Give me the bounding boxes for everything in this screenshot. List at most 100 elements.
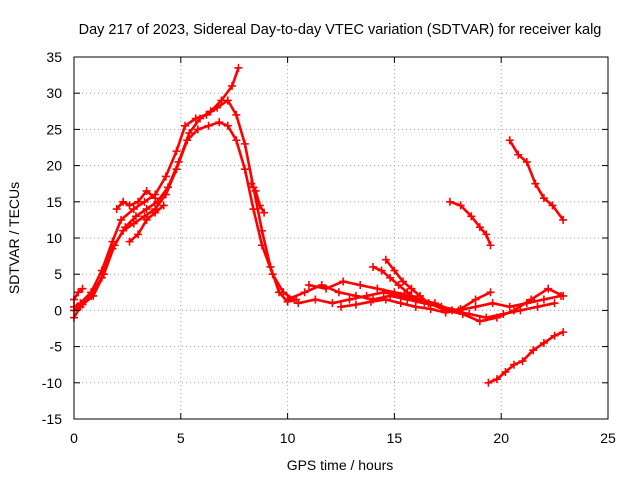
- data-point: [119, 226, 128, 235]
- data-point: [125, 237, 134, 246]
- data-point: [386, 273, 395, 282]
- data-point: [505, 302, 514, 311]
- data-point: [279, 288, 288, 297]
- data-point: [142, 205, 151, 214]
- data-point: [510, 360, 519, 369]
- data-point: [539, 194, 548, 203]
- data-point: [527, 295, 536, 304]
- data-point: [129, 205, 138, 214]
- data-point: [217, 96, 226, 105]
- chart-title: Day 217 of 2023, Sidereal Day-to-day VTE…: [79, 22, 602, 38]
- data-point: [369, 262, 378, 271]
- data-point: [204, 121, 213, 130]
- y-tick-labels: -15 -10 -5 0 5 10 15 20 25 30 35: [42, 49, 62, 427]
- data-point: [486, 288, 495, 297]
- data-point: [74, 288, 83, 297]
- data-point: [116, 215, 125, 224]
- data-point: [240, 139, 249, 148]
- data-point: [398, 277, 407, 286]
- x-tick-label: 0: [70, 430, 78, 446]
- data-point: [181, 121, 190, 130]
- data-point: [193, 125, 202, 134]
- data-point: [172, 147, 181, 156]
- x-tick-label: 20: [493, 430, 509, 446]
- data-point: [234, 63, 243, 72]
- data-point: [151, 194, 160, 203]
- data-point: [559, 215, 568, 224]
- series-track-10: [304, 277, 568, 326]
- data-point: [475, 223, 484, 232]
- data-point: [131, 212, 140, 221]
- data-point: [142, 215, 151, 224]
- data-point: [484, 378, 493, 387]
- series-track-15: [505, 136, 568, 224]
- series-line: [384, 258, 430, 305]
- data-series: [70, 63, 568, 387]
- y-tick-label: -10: [42, 375, 62, 391]
- data-point: [322, 284, 331, 293]
- data-point: [108, 244, 117, 253]
- series-track-7: [247, 179, 269, 217]
- data-point: [471, 295, 480, 304]
- data-point: [550, 331, 559, 340]
- data-point: [87, 291, 96, 300]
- data-point: [550, 299, 559, 308]
- data-point: [356, 281, 365, 290]
- y-tick-label: 35: [46, 49, 62, 65]
- data-point: [458, 310, 467, 319]
- data-point: [411, 302, 420, 311]
- data-point: [529, 346, 538, 355]
- series-line: [307, 280, 565, 323]
- data-point: [471, 302, 480, 311]
- y-tick-label: 15: [46, 194, 62, 210]
- series-line: [250, 182, 266, 214]
- y-tick-label: 20: [46, 158, 62, 174]
- data-point: [172, 165, 181, 174]
- data-point: [482, 230, 491, 239]
- data-point: [255, 201, 264, 210]
- x-tick-label: 10: [280, 430, 296, 446]
- data-point: [76, 302, 85, 311]
- data-point: [366, 297, 375, 306]
- data-point: [456, 304, 465, 313]
- data-point: [134, 197, 143, 206]
- data-point: [486, 241, 495, 250]
- data-point: [416, 291, 425, 300]
- data-point: [240, 165, 249, 174]
- data-point: [381, 295, 390, 304]
- data-point: [247, 179, 256, 188]
- data-point: [544, 284, 553, 293]
- data-point: [407, 284, 416, 293]
- series-track-14: [445, 197, 495, 250]
- data-point: [377, 266, 386, 275]
- data-point: [300, 288, 309, 297]
- data-point: [445, 197, 454, 206]
- data-point: [390, 266, 399, 275]
- data-point: [185, 129, 194, 138]
- data-point: [559, 328, 568, 337]
- data-point: [112, 205, 121, 214]
- data-point: [228, 81, 237, 90]
- data-point: [129, 219, 138, 228]
- data-point: [373, 284, 382, 293]
- data-point: [294, 299, 303, 308]
- y-tick-label: 10: [46, 230, 62, 246]
- y-tick-label: 5: [54, 266, 62, 282]
- x-tick-labels: 0 5 10 15 20 25: [70, 430, 616, 446]
- data-point: [268, 270, 277, 279]
- data-point: [351, 300, 360, 309]
- x-tick-label: 25: [600, 430, 616, 446]
- data-point: [161, 172, 170, 181]
- data-point: [533, 302, 542, 311]
- data-point: [390, 288, 399, 297]
- data-point: [492, 313, 501, 322]
- data-point: [539, 295, 548, 304]
- data-point: [339, 277, 348, 286]
- y-axis-label: SDTVAR / TECUs: [6, 182, 22, 294]
- data-point: [223, 121, 232, 130]
- data-point: [134, 230, 143, 239]
- data-point: [501, 367, 510, 376]
- axis-ticks: [73, 56, 609, 420]
- data-point: [283, 295, 292, 304]
